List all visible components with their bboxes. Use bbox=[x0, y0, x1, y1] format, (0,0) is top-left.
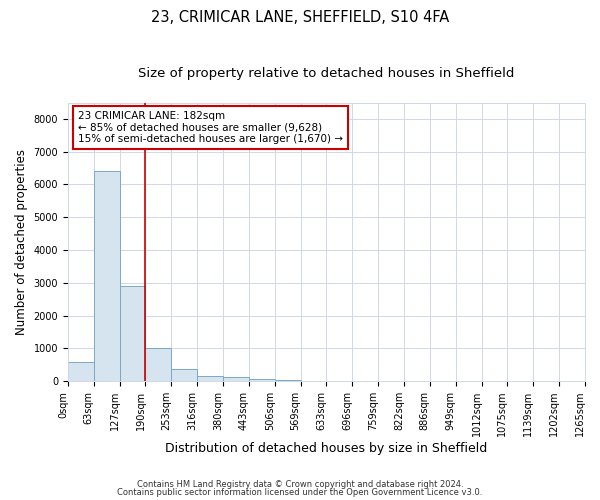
Title: Size of property relative to detached houses in Sheffield: Size of property relative to detached ho… bbox=[138, 68, 515, 80]
X-axis label: Distribution of detached houses by size in Sheffield: Distribution of detached houses by size … bbox=[166, 442, 488, 455]
Bar bbox=[119, 286, 145, 381]
Y-axis label: Number of detached properties: Number of detached properties bbox=[15, 149, 28, 335]
Bar bbox=[145, 348, 172, 381]
Text: 23, CRIMICAR LANE, SHEFFIELD, S10 4FA: 23, CRIMICAR LANE, SHEFFIELD, S10 4FA bbox=[151, 10, 449, 25]
Bar bbox=[249, 379, 275, 381]
Bar bbox=[172, 369, 197, 381]
Text: Contains public sector information licensed under the Open Government Licence v3: Contains public sector information licen… bbox=[118, 488, 482, 497]
Bar bbox=[197, 376, 223, 381]
Bar bbox=[68, 362, 94, 381]
Text: 23 CRIMICAR LANE: 182sqm
← 85% of detached houses are smaller (9,628)
15% of sem: 23 CRIMICAR LANE: 182sqm ← 85% of detach… bbox=[78, 111, 343, 144]
Bar bbox=[223, 378, 249, 381]
Bar bbox=[275, 380, 301, 381]
Bar bbox=[94, 172, 119, 381]
Text: Contains HM Land Registry data © Crown copyright and database right 2024.: Contains HM Land Registry data © Crown c… bbox=[137, 480, 463, 489]
